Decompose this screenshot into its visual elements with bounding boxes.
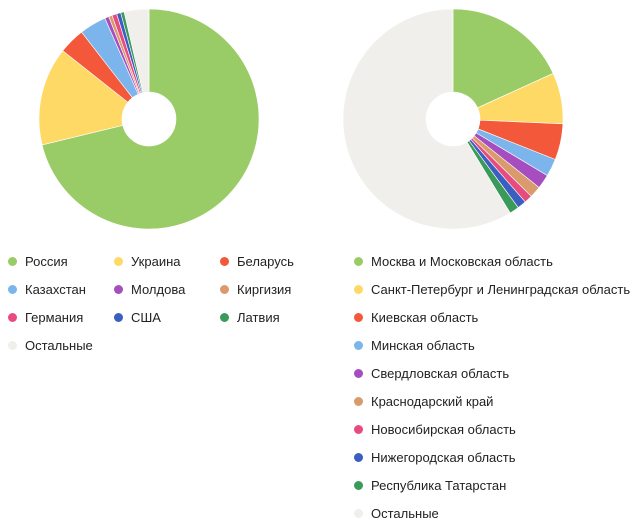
legend-label: Москва и Московская область (371, 254, 553, 269)
legend-label: Беларусь (237, 254, 294, 269)
legend-color-dot (220, 257, 229, 267)
legend-label: Остальные (25, 338, 93, 353)
legend-color-dot (220, 313, 229, 323)
countries-donut-chart (38, 8, 260, 230)
legend-label: Новосибирская область (371, 422, 516, 437)
legend-label: Санкт-Петербург и Ленинградская область (371, 282, 631, 297)
countries-slice-остальные[interactable] (123, 8, 150, 94)
legend-label: Германия (25, 310, 84, 325)
regions-slice-москва-и-московская-область[interactable] (452, 8, 554, 109)
regions-legend-item[interactable]: Республика Татарстан (354, 478, 506, 494)
legend-color-dot (8, 341, 17, 351)
countries-legend-item[interactable]: Германия (8, 310, 83, 326)
regions-legend-item[interactable]: Москва и Московская область (354, 254, 553, 270)
legend-color-dot (354, 481, 363, 491)
legend-label: Россия (25, 254, 68, 269)
countries-legend-item[interactable]: Остальные (8, 338, 93, 354)
regions-legend-item[interactable]: Минская область (354, 338, 475, 354)
countries-legend-item[interactable]: Киргизия (220, 282, 291, 298)
regions-legend-item[interactable]: Краснодарский край (354, 394, 493, 410)
countries-legend-item[interactable]: Латвия (220, 310, 280, 326)
legend-color-dot (354, 425, 363, 435)
countries-slice-украина[interactable] (38, 50, 129, 146)
legend-color-dot (354, 313, 363, 323)
legend-label: Молдова (131, 282, 186, 297)
countries-legend-item[interactable]: США (114, 310, 161, 326)
countries-legend-item[interactable]: Казахстан (8, 282, 86, 298)
legend-color-dot (114, 285, 123, 295)
legend-label: США (131, 310, 161, 325)
countries-slice-россия[interactable] (41, 8, 260, 230)
legend-color-dot (354, 453, 363, 463)
regions-legend-item[interactable]: Остальные (354, 506, 439, 522)
legend-label: Республика Татарстан (371, 478, 507, 493)
legend-color-dot (354, 257, 363, 267)
legend-label: Остальные (371, 506, 439, 521)
countries-legend-item[interactable]: Молдова (114, 282, 185, 298)
legend-color-dot (8, 257, 17, 267)
countries-legend-item[interactable]: Беларусь (220, 254, 294, 270)
legend-label: Киевская область (371, 310, 479, 325)
legend-label: Свердловская область (371, 366, 510, 381)
regions-legend-item[interactable]: Киевская область (354, 310, 478, 326)
legend-label: Казахстан (25, 282, 86, 297)
regions-slice-остальные[interactable] (342, 8, 511, 230)
legend-color-dot (8, 285, 17, 295)
legend-color-dot (220, 285, 229, 295)
regions-legend-item[interactable]: Нижегородская область (354, 450, 516, 466)
legend-color-dot (8, 313, 17, 323)
legend-color-dot (354, 369, 363, 379)
countries-legend-item[interactable]: Россия (8, 254, 68, 270)
legend-label: Краснодарский край (371, 394, 494, 409)
legend-color-dot (354, 509, 363, 519)
countries-legend-item[interactable]: Украина (114, 254, 181, 270)
legend-label: Латвия (237, 310, 280, 325)
legend-color-dot (354, 397, 363, 407)
legend-color-dot (114, 313, 123, 323)
regions-legend-item[interactable]: Свердловская область (354, 366, 509, 382)
legend-color-dot (354, 341, 363, 351)
legend-color-dot (354, 285, 363, 295)
legend-color-dot (114, 257, 123, 267)
regions-donut-chart (342, 8, 564, 230)
legend-label: Минская область (371, 338, 475, 353)
regions-legend-item[interactable]: Санкт-Петербург и Ленинградская область (354, 282, 630, 298)
regions-legend-item[interactable]: Новосибирская область (354, 422, 516, 438)
legend-label: Нижегородская область (371, 450, 516, 465)
legend-label: Украина (131, 254, 181, 269)
legend-label: Киргизия (237, 282, 292, 297)
